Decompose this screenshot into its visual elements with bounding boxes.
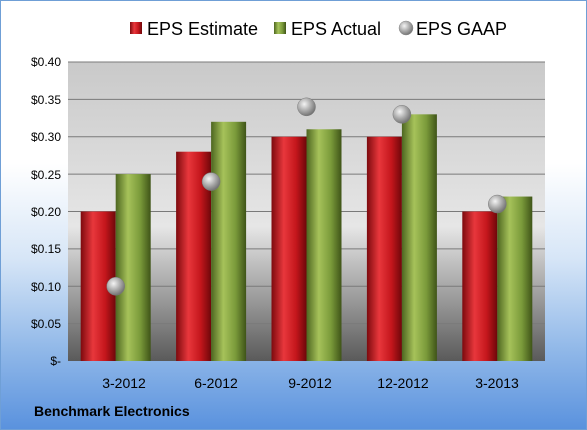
y-tick-label: $0.25 bbox=[31, 168, 61, 182]
eps-estimate-bar bbox=[271, 136, 307, 361]
y-tick-label: $0.15 bbox=[31, 242, 61, 256]
y-tick-label: $- bbox=[50, 354, 61, 368]
y-tick-label: $0.35 bbox=[31, 93, 61, 107]
x-tick-label: 9-2012 bbox=[288, 375, 332, 391]
x-axis: 3-2012 6-2012 9-2012 12-2012 3-2013 bbox=[102, 375, 519, 391]
eps-actual-bar bbox=[115, 174, 151, 361]
gaap-markers bbox=[106, 97, 507, 296]
eps-gaap-marker bbox=[488, 194, 507, 214]
y-tick-label: $0.10 bbox=[31, 280, 61, 294]
eps-gaap-marker bbox=[392, 105, 412, 124]
eps-actual-bar bbox=[497, 196, 533, 361]
bars bbox=[80, 114, 533, 361]
eps-estimate-bar bbox=[366, 136, 402, 361]
legend-label-eps-actual: EPS Actual bbox=[291, 19, 381, 39]
eps-actual-bar bbox=[211, 121, 247, 361]
eps-gaap-marker bbox=[106, 277, 125, 296]
x-tick-label: 6-2012 bbox=[194, 375, 238, 391]
eps-gaap-marker bbox=[297, 97, 316, 117]
eps-estimate-bar bbox=[462, 211, 498, 361]
company-name: Benchmark Electronics bbox=[34, 403, 190, 419]
legend-marker-eps-gaap bbox=[398, 20, 414, 36]
y-tick-label: $0.40 bbox=[31, 55, 61, 69]
y-tick-label: $0.05 bbox=[31, 317, 61, 331]
eps-actual-bar bbox=[306, 129, 342, 361]
legend-swatch-eps-estimate bbox=[130, 22, 142, 34]
y-tick-label: $0.30 bbox=[31, 130, 61, 144]
eps-gaap-marker bbox=[201, 172, 221, 191]
legend-label-eps-gaap: EPS GAAP bbox=[416, 19, 507, 39]
x-tick-label: 3-2013 bbox=[475, 375, 519, 391]
y-tick-label: $0.20 bbox=[31, 205, 61, 219]
legend-swatch-eps-actual bbox=[274, 22, 286, 34]
x-tick-label: 3-2012 bbox=[102, 375, 146, 391]
legend: EPS Estimate EPS Actual EPS GAAP bbox=[130, 19, 507, 39]
legend-label-eps-estimate: EPS Estimate bbox=[147, 19, 258, 39]
x-tick-label: 12-2012 bbox=[377, 375, 429, 391]
y-axis: $0.40 $0.35 $0.30 $0.25 $0.20 $0.15 $0.1… bbox=[31, 55, 61, 368]
eps-actual-bar bbox=[401, 114, 437, 361]
